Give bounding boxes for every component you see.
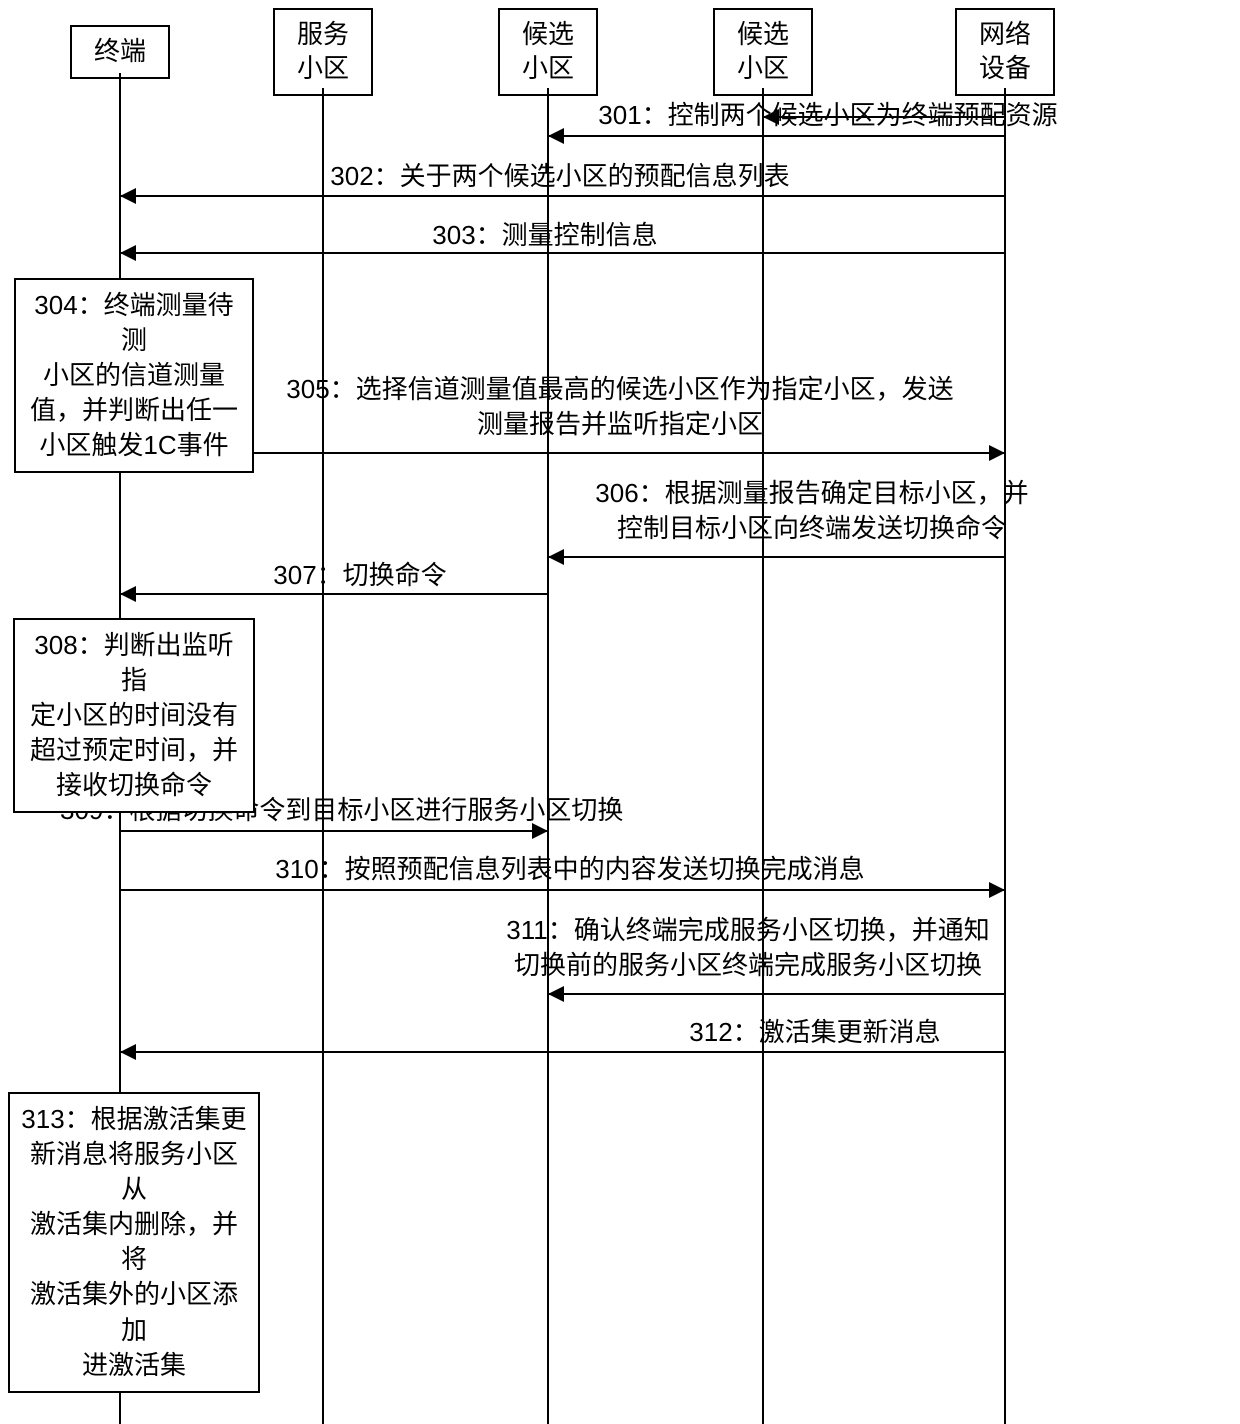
lifeline-network	[1004, 88, 1006, 1424]
m311-line	[548, 993, 1005, 995]
m306-line	[548, 556, 1005, 558]
message-label-m312: 312：激活集更新消息	[650, 1015, 980, 1050]
message-label-m307: 307：切换命令	[240, 558, 480, 593]
participant-label: 网络 设备	[979, 19, 1031, 83]
note-text: 308：判断出监听指 定小区的时间没有 超过预定时间，并 接收切换命令	[30, 630, 238, 800]
note-n308: 308：判断出监听指 定小区的时间没有 超过预定时间，并 接收切换命令	[13, 618, 255, 813]
m302-arrowhead	[120, 188, 136, 204]
participant-label: 候选 小区	[737, 19, 789, 83]
participant-cand_b: 候选 小区	[713, 8, 813, 96]
message-label-m311: 311：确认终端完成服务小区切换，并通知 切换前的服务小区终端完成服务小区切换	[458, 913, 1038, 983]
lifeline-cand_a	[547, 88, 549, 1424]
m312-line	[120, 1051, 1005, 1053]
lifeline-serving	[322, 88, 324, 1424]
message-label-m302: 302：关于两个候选小区的预配信息列表	[290, 159, 830, 194]
m305-arrowhead	[989, 445, 1005, 461]
m310-line	[120, 889, 1005, 891]
participant-cand_a: 候选 小区	[498, 8, 598, 96]
message-label-m301: 301：控制两个候选小区为终端预配资源	[558, 98, 1098, 133]
m303-arrowhead	[120, 245, 136, 261]
note-text: 304：终端测量待测 小区的信道测量 值，并判断出任一 小区触发1C事件	[30, 290, 238, 460]
message-label-m303: 303：测量控制信息	[395, 218, 695, 253]
message-label-m305: 305：选择信道测量值最高的候选小区作为指定小区，发送 测量报告并监听指定小区	[235, 372, 1005, 442]
m312-arrowhead	[120, 1044, 136, 1060]
message-label-m310: 310：按照预配信息列表中的内容发送切换完成消息	[230, 852, 910, 887]
m310-arrowhead	[989, 882, 1005, 898]
message-label-m306: 306：根据测量报告确定目标小区，并 控制目标小区向终端发送切换命令	[552, 476, 1072, 546]
m306-arrowhead	[548, 549, 564, 565]
participant-serving: 服务 小区	[273, 8, 373, 96]
lifeline-cand_b	[762, 88, 764, 1424]
participant-label: 候选 小区	[522, 19, 574, 83]
note-n313: 313：根据激活集更 新消息将服务小区从 激活集内删除，并将 激活集外的小区添加…	[8, 1092, 260, 1393]
m309-line	[120, 830, 548, 832]
participant-label: 终端	[94, 36, 146, 66]
note-text: 313：根据激活集更 新消息将服务小区从 激活集内删除，并将 激活集外的小区添加…	[21, 1104, 246, 1380]
m302-line	[120, 195, 1005, 197]
m307-arrowhead	[120, 586, 136, 602]
participant-terminal: 终端	[70, 25, 170, 79]
m307-line	[120, 593, 548, 595]
participant-label: 服务 小区	[297, 19, 349, 83]
m311-arrowhead	[548, 986, 564, 1002]
participant-network: 网络 设备	[955, 8, 1055, 96]
m301-line	[548, 135, 1005, 137]
note-n304: 304：终端测量待测 小区的信道测量 值，并判断出任一 小区触发1C事件	[14, 278, 254, 473]
